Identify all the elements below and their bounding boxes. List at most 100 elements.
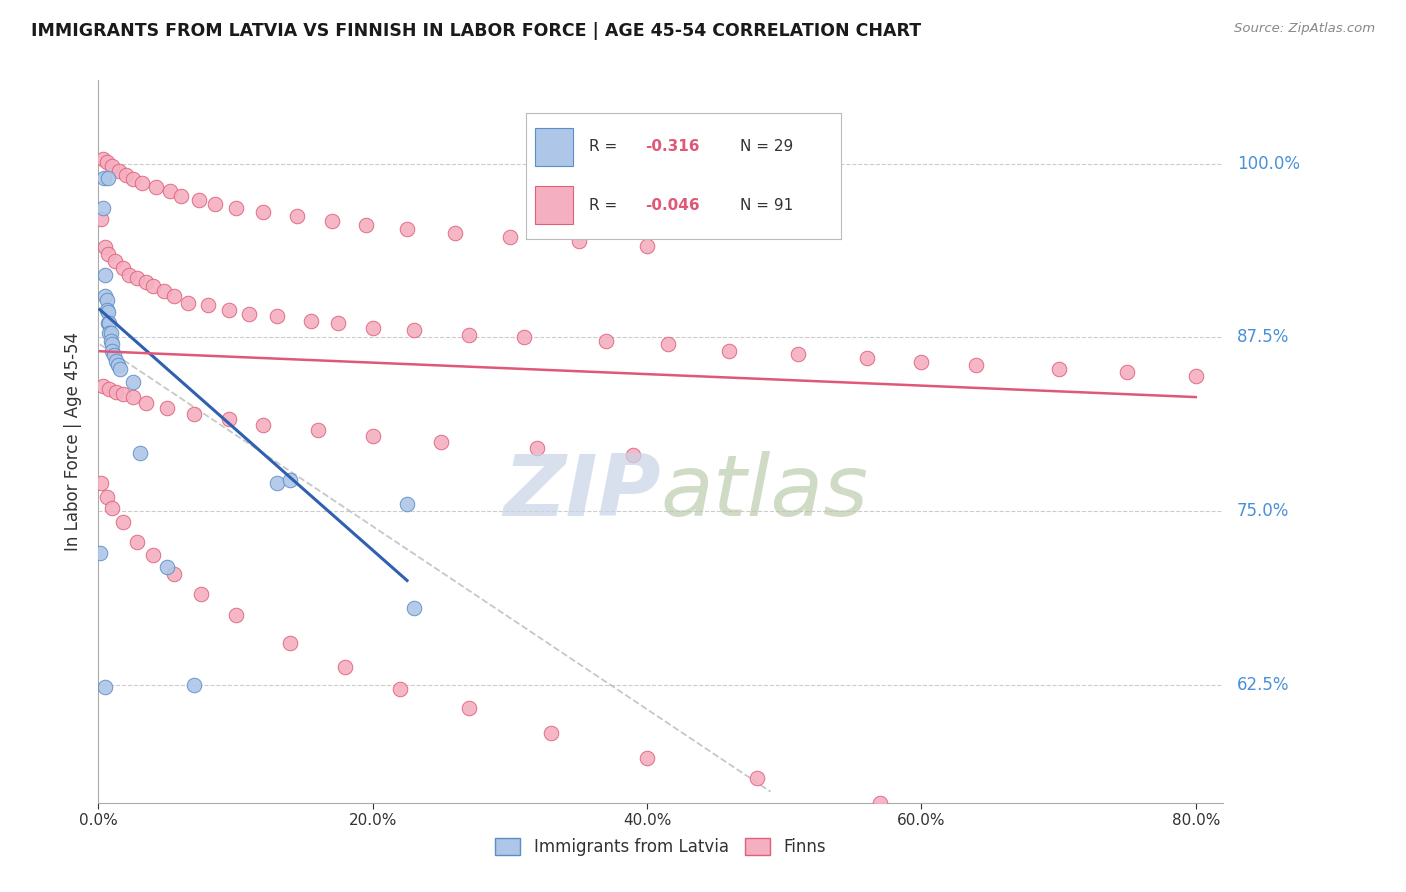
Point <box>869 796 891 810</box>
Point <box>97 305 120 319</box>
Point <box>128 445 150 459</box>
Text: 87.5%: 87.5% <box>1237 328 1289 346</box>
Point <box>280 474 302 488</box>
Point <box>115 168 138 182</box>
Point <box>183 678 205 692</box>
Point <box>110 362 132 376</box>
Point <box>855 351 877 366</box>
Point <box>389 681 412 696</box>
Point <box>94 288 117 302</box>
Point <box>218 302 240 317</box>
Point <box>444 226 467 240</box>
Point <box>112 515 135 529</box>
Point <box>97 170 120 185</box>
Point <box>153 285 176 299</box>
Y-axis label: In Labor Force | Age 45-54: In Labor Force | Age 45-54 <box>65 332 83 551</box>
Point <box>97 317 120 331</box>
Point <box>170 188 193 202</box>
Point <box>787 347 810 361</box>
Point <box>430 434 453 449</box>
Point <box>979 816 1001 830</box>
Point <box>190 587 212 601</box>
Point <box>225 608 247 623</box>
Point <box>567 235 589 249</box>
Point <box>266 476 288 491</box>
Point <box>105 354 128 368</box>
Point <box>718 344 741 359</box>
Point <box>159 185 181 199</box>
Point <box>197 298 219 312</box>
Point <box>526 442 548 456</box>
Point <box>142 279 165 293</box>
Point <box>512 330 534 344</box>
Point <box>121 390 143 404</box>
Point <box>91 153 114 167</box>
Point <box>94 240 117 254</box>
Point <box>142 549 165 563</box>
Text: 100.0%: 100.0% <box>1237 154 1301 173</box>
Point <box>100 326 122 341</box>
Point <box>396 497 419 511</box>
Point <box>103 348 125 362</box>
Point <box>90 476 112 491</box>
Point <box>105 384 128 399</box>
Point <box>225 201 247 215</box>
Point <box>101 344 124 359</box>
Point <box>163 288 186 302</box>
Point <box>135 275 157 289</box>
Point <box>321 213 343 227</box>
Point <box>108 163 131 178</box>
Point <box>252 417 274 432</box>
Point <box>117 268 139 282</box>
Point <box>595 334 617 349</box>
Text: IMMIGRANTS FROM LATVIA VS FINNISH IN LABOR FORCE | AGE 45-54 CORRELATION CHART: IMMIGRANTS FROM LATVIA VS FINNISH IN LAB… <box>31 22 921 40</box>
Point <box>183 407 205 421</box>
Point <box>125 270 148 285</box>
Point <box>100 334 122 349</box>
Point <box>98 317 121 331</box>
Point <box>266 310 288 324</box>
Point <box>96 302 118 317</box>
Point <box>307 424 329 438</box>
Point <box>104 253 127 268</box>
Point <box>121 375 143 389</box>
Point <box>163 566 186 581</box>
Point <box>96 155 118 169</box>
Point <box>361 429 384 443</box>
Text: atlas: atlas <box>661 450 869 533</box>
Point <box>745 771 768 785</box>
Point <box>285 210 308 224</box>
Point <box>98 326 121 341</box>
Point <box>910 355 932 369</box>
Point <box>125 534 148 549</box>
Point <box>361 320 384 334</box>
Point <box>1047 362 1070 376</box>
Text: 75.0%: 75.0% <box>1237 502 1289 520</box>
Point <box>91 201 114 215</box>
Point <box>156 401 179 416</box>
Point <box>101 337 124 351</box>
Point <box>238 307 260 321</box>
Point <box>131 176 153 190</box>
Point <box>457 701 479 715</box>
Text: Source: ZipAtlas.com: Source: ZipAtlas.com <box>1234 22 1375 36</box>
Point <box>135 395 157 409</box>
Point <box>121 172 143 186</box>
Point <box>540 726 562 740</box>
Point <box>91 379 114 393</box>
Point <box>1116 365 1139 379</box>
Point <box>89 546 111 560</box>
Point <box>354 218 377 232</box>
Point <box>94 681 117 695</box>
Point <box>204 197 226 211</box>
Point <box>1184 369 1206 384</box>
Point <box>218 412 240 426</box>
Point <box>965 358 987 372</box>
Point <box>101 501 124 516</box>
Point <box>96 293 118 307</box>
Point <box>97 247 120 261</box>
Point <box>657 337 679 351</box>
Point <box>112 387 135 401</box>
Point <box>176 295 198 310</box>
Point <box>457 327 479 342</box>
